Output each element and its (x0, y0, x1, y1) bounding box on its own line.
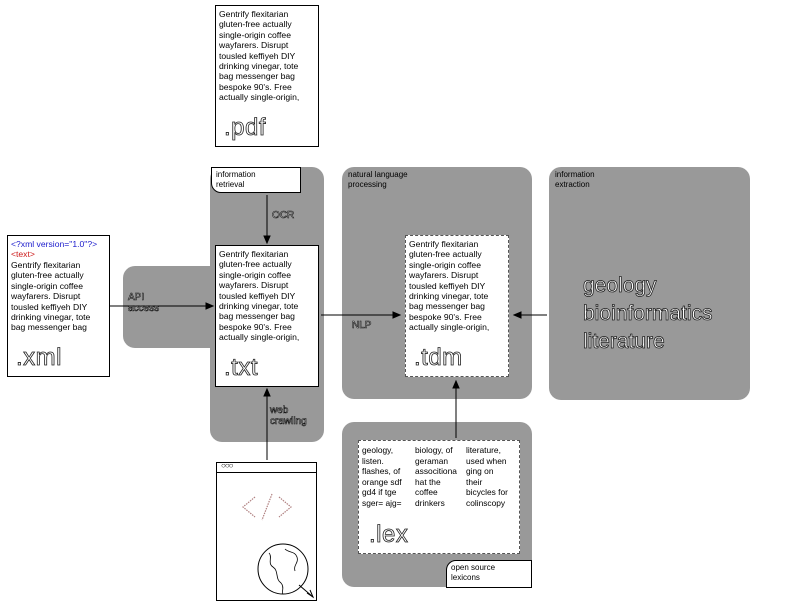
txt-document: Gentrify flexitarian gluten-free actuall… (215, 245, 319, 387)
txt-extension: .txt (224, 354, 259, 382)
nlp-label: NLP (352, 320, 372, 332)
xml-declaration: <?xml version="1.0"?> (11, 239, 98, 249)
tdm-extension: .tdm (414, 344, 463, 372)
globe-cursor-icon (257, 543, 315, 599)
api-access-label: API access (128, 292, 160, 315)
lex-column-biology: biology, of geraman associtiona hat the … (415, 445, 457, 508)
lex-column-geology: geology, listen. flashes, of orange sdf … (362, 445, 402, 508)
tdm-text: Gentrify flexitarian gluten-free actuall… (409, 239, 490, 333)
information-retrieval-label: information retrieval (216, 170, 256, 189)
lex-extension: .lex (369, 521, 409, 549)
information-extraction-tab: information extraction (550, 167, 620, 193)
web-page-document: ○○○ (216, 462, 317, 601)
nlp-tab: natural language processing (343, 167, 433, 193)
txt-text: Gentrify flexitarian gluten-free actuall… (219, 249, 300, 343)
xml-text: Gentrify flexitarian gluten-free actuall… (11, 260, 91, 333)
nlp-stage-label: natural language processing (348, 170, 408, 189)
code-tag-icon (242, 493, 292, 521)
xml-extension: .xml (16, 344, 62, 372)
information-extraction-label: information extraction (555, 170, 595, 189)
xml-text-tag: <text> (11, 249, 35, 259)
ocr-label: OCR (272, 210, 295, 222)
information-extraction-panel (549, 167, 750, 400)
lexicons-label: open source lexicons (451, 563, 496, 582)
browser-title-bar: ○○○ (217, 463, 316, 473)
lex-document: geology, listen. flashes, of orange sdf … (358, 440, 520, 554)
pdf-document: Gentrify flexitarian gluten-free actuall… (215, 5, 319, 147)
information-retrieval-tab: information retrieval (211, 167, 301, 193)
tdm-document: Gentrify flexitarian gluten-free actuall… (405, 235, 509, 377)
extracted-topics: geology bioinformatics literature (583, 274, 713, 354)
xml-document: <?xml version="1.0"?> <text> Gentrify fl… (7, 235, 110, 377)
lex-column-literature: literature, used when ging on their bicy… (466, 445, 508, 508)
pdf-extension: .pdf (224, 114, 267, 142)
lexicons-tab: open source lexicons (446, 560, 532, 588)
browser-window-dots-icon: ○○○ (221, 462, 233, 470)
pdf-text: Gentrify flexitarian gluten-free actuall… (219, 9, 300, 103)
web-crawling-label: web crawling (270, 405, 307, 428)
